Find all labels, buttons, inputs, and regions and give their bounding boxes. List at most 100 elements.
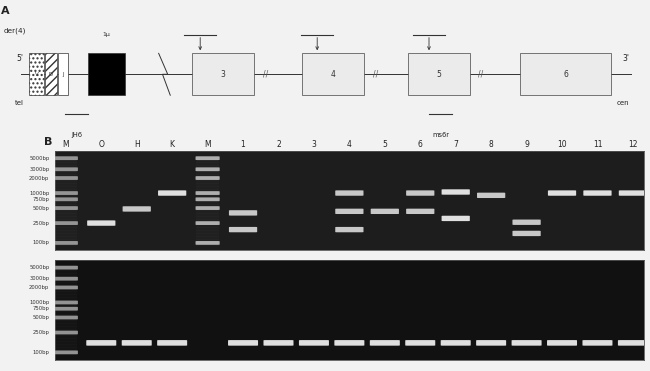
Bar: [55, 282, 77, 283]
Bar: [55, 332, 77, 334]
FancyBboxPatch shape: [405, 340, 436, 346]
Bar: [55, 289, 77, 290]
FancyBboxPatch shape: [406, 209, 434, 214]
Bar: [196, 178, 219, 179]
Bar: [55, 173, 77, 174]
Bar: [55, 191, 77, 192]
Bar: [196, 180, 219, 181]
Bar: [55, 216, 77, 217]
Bar: [196, 174, 219, 175]
Bar: [196, 181, 219, 182]
Text: 1000bp: 1000bp: [29, 191, 49, 196]
Bar: [55, 188, 77, 190]
Bar: [55, 167, 77, 168]
FancyBboxPatch shape: [54, 206, 78, 210]
Text: 6: 6: [563, 70, 568, 79]
Bar: [55, 339, 77, 340]
Bar: [55, 183, 77, 184]
Bar: [55, 227, 77, 229]
Bar: [55, 222, 77, 223]
Bar: [55, 158, 77, 159]
Bar: [55, 221, 77, 222]
Bar: [55, 232, 77, 233]
Bar: [196, 211, 219, 212]
Bar: [196, 238, 219, 239]
Bar: [55, 170, 77, 171]
Bar: [55, 265, 77, 266]
Bar: [196, 191, 219, 192]
Text: der(4): der(4): [4, 27, 26, 34]
Text: 5: 5: [382, 140, 387, 149]
Bar: [55, 178, 77, 179]
Bar: [196, 213, 219, 214]
Bar: [196, 194, 219, 195]
Bar: [55, 231, 77, 232]
Bar: [302, 53, 364, 95]
Bar: [196, 159, 219, 160]
Bar: [196, 184, 219, 185]
Bar: [55, 215, 77, 216]
FancyBboxPatch shape: [229, 210, 257, 216]
FancyBboxPatch shape: [263, 340, 294, 346]
Bar: [55, 287, 77, 288]
Bar: [55, 210, 77, 211]
FancyBboxPatch shape: [54, 241, 78, 245]
Bar: [88, 53, 125, 95]
Bar: [196, 199, 219, 200]
Bar: [55, 200, 77, 201]
Bar: [196, 215, 219, 216]
Bar: [55, 165, 77, 166]
Text: J: J: [62, 72, 64, 77]
Bar: [55, 211, 77, 212]
Bar: [55, 320, 77, 321]
Text: M: M: [204, 140, 211, 149]
Bar: [196, 224, 219, 225]
Bar: [55, 203, 77, 204]
Text: 250bp: 250bp: [32, 330, 49, 335]
Bar: [55, 327, 77, 328]
Text: 5': 5': [16, 54, 23, 63]
FancyBboxPatch shape: [54, 307, 78, 311]
Bar: [55, 226, 77, 227]
Bar: [55, 353, 77, 354]
Bar: [55, 318, 77, 319]
Bar: [55, 213, 77, 214]
Bar: [55, 230, 77, 232]
FancyBboxPatch shape: [196, 156, 220, 160]
Bar: [55, 209, 77, 210]
Bar: [55, 315, 77, 316]
Bar: [196, 193, 219, 194]
Bar: [196, 222, 219, 223]
Bar: [55, 290, 77, 292]
Bar: [196, 217, 219, 218]
Bar: [520, 53, 611, 95]
Bar: [196, 175, 219, 176]
Bar: [196, 220, 219, 221]
Bar: [55, 349, 77, 351]
Bar: [55, 214, 77, 215]
Bar: [55, 332, 77, 333]
Bar: [55, 221, 77, 223]
Bar: [55, 340, 77, 341]
Bar: [55, 305, 77, 306]
Bar: [29, 53, 44, 95]
Bar: [55, 275, 77, 276]
FancyBboxPatch shape: [229, 227, 257, 232]
Bar: [55, 207, 77, 208]
FancyBboxPatch shape: [54, 197, 78, 201]
FancyBboxPatch shape: [619, 190, 647, 196]
Bar: [55, 348, 77, 349]
Bar: [55, 180, 77, 181]
Bar: [55, 162, 77, 163]
Text: 5: 5: [437, 70, 441, 79]
Bar: [55, 347, 77, 348]
Bar: [196, 233, 219, 234]
FancyBboxPatch shape: [476, 340, 506, 346]
Bar: [196, 244, 219, 245]
Bar: [55, 297, 77, 298]
Bar: [196, 206, 219, 207]
Bar: [196, 171, 219, 173]
Bar: [196, 209, 219, 210]
FancyBboxPatch shape: [196, 241, 220, 245]
Bar: [55, 266, 77, 267]
